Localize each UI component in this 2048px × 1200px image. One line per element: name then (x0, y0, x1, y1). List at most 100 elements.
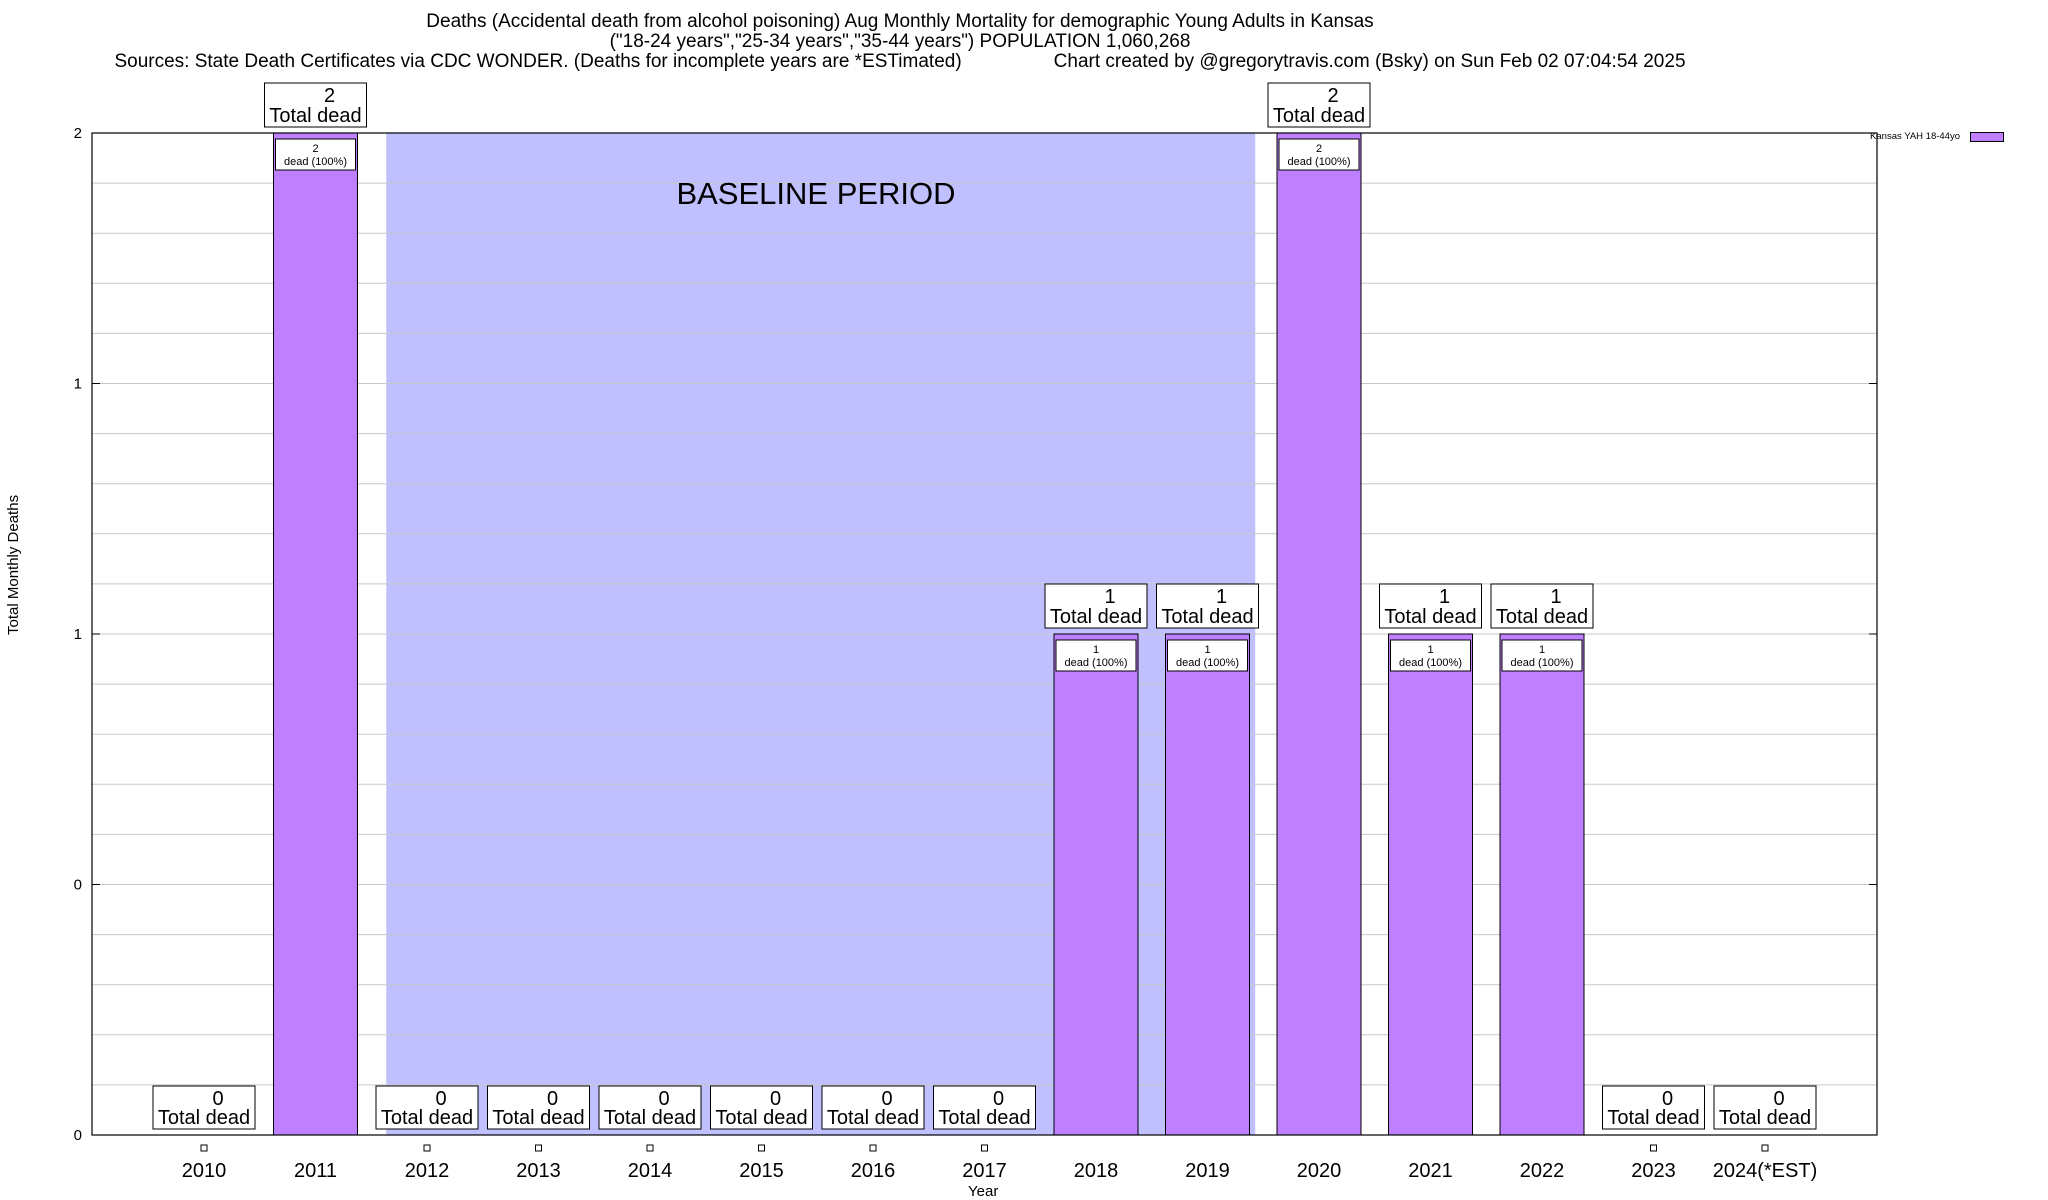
bar (273, 132, 358, 1136)
x-tick-label: 2019 (1185, 1160, 1230, 1182)
total-label-box (264, 82, 367, 128)
y-axis-label: Total Monthly Deaths (5, 494, 22, 635)
inner-label-box (275, 138, 356, 171)
total-label-box (1379, 583, 1482, 629)
total-label-value: 0 (435, 1088, 446, 1110)
chart-title-block: Deaths (Accidental death from alcohol po… (0, 12, 1800, 72)
total-label-box (1156, 583, 1259, 629)
bar (1053, 633, 1139, 1136)
total-label-text: Total dead (269, 105, 361, 127)
total-label-value: 1 (1216, 586, 1227, 608)
total-label-text: Total dead (1496, 606, 1588, 628)
inner-label-text: dead (100%) (284, 156, 347, 168)
y-tick-label: 0 (74, 1127, 82, 1144)
y-tick-label: 2 (74, 125, 82, 142)
total-label-value: 0 (1773, 1088, 1784, 1110)
total-label-text: Total dead (1050, 606, 1142, 628)
total-label-value: 0 (547, 1088, 558, 1110)
inner-label-value: 1 (1093, 644, 1099, 656)
x-tick-label: 2016 (851, 1160, 896, 1182)
inner-label-box (1390, 639, 1471, 672)
total-label-text: Total dead (1719, 1107, 1811, 1129)
inner-label-text: dead (100%) (1399, 657, 1462, 669)
total-label-box (152, 1085, 256, 1130)
x-tick-label: 2020 (1297, 1160, 1342, 1182)
inner-label-text: dead (100%) (1176, 657, 1239, 669)
x-tick-label: 2014 (628, 1160, 673, 1182)
total-label-text: Total dead (381, 1107, 473, 1129)
x-tick-label: 2017 (962, 1160, 1007, 1182)
total-label-box (933, 1085, 1036, 1130)
x-tick-label: 2022 (1520, 1160, 1565, 1182)
total-label-box (710, 1085, 813, 1130)
total-label-text: Total dead (715, 1107, 807, 1129)
total-label-value: 1 (1550, 586, 1561, 608)
total-label-value: 0 (658, 1088, 669, 1110)
zero-marker (535, 1144, 542, 1152)
zero-marker (646, 1144, 654, 1152)
inner-label-value: 1 (1204, 644, 1210, 656)
total-label-text: Total dead (938, 1107, 1030, 1129)
inner-label-text: dead (100%) (1511, 657, 1574, 669)
bar (1165, 633, 1250, 1136)
total-label-value: 0 (1662, 1088, 1673, 1110)
inner-label-box (1278, 138, 1360, 171)
total-label-value: 2 (1327, 85, 1338, 107)
total-label-box (1602, 1085, 1705, 1130)
total-label-value: 1 (1439, 586, 1450, 608)
inner-label-text: dead (100%) (1288, 156, 1351, 168)
legend: Kansas YAH 18-44yo (1870, 131, 2004, 142)
zero-marker (869, 1144, 877, 1152)
y-tick-label: 1 (74, 626, 82, 643)
x-tick-label: 2015 (739, 1160, 784, 1182)
total-label-text: Total dead (1384, 606, 1476, 628)
total-label-box (1044, 583, 1148, 629)
total-label-box (375, 1085, 479, 1130)
x-tick-label: 2021 (1408, 1160, 1453, 1182)
y-tick-label: 1 (74, 376, 82, 393)
x-tick-label: 2012 (405, 1160, 450, 1182)
chart-source: Sources: State Death Certificates via CD… (114, 51, 962, 72)
plot-frame (91, 132, 1878, 1136)
total-label-text: Total dead (827, 1107, 919, 1129)
x-axis-label: Year (968, 1183, 999, 1200)
total-label-box (1267, 82, 1371, 128)
total-label-box (1713, 1085, 1817, 1130)
inner-label-value: 2 (1316, 143, 1322, 155)
inner-label-text: dead (100%) (1065, 657, 1128, 669)
total-label-text: Total dead (1161, 606, 1253, 628)
inner-label-value: 2 (312, 143, 318, 155)
chart-subtitle: ("18-24 years","25-34 years","35-44 year… (609, 31, 1191, 52)
zero-marker (1650, 1144, 1657, 1152)
y-tick-label: 0 (74, 877, 82, 894)
bar (1388, 633, 1473, 1136)
total-label-value: 0 (993, 1088, 1004, 1110)
x-tick-label: 2011 (294, 1160, 337, 1182)
inner-label-box (1167, 639, 1248, 672)
chart-title: Deaths (Accidental death from alcohol po… (426, 11, 1374, 32)
total-label-text: Total dead (492, 1107, 584, 1129)
total-label-text: Total dead (1607, 1107, 1699, 1129)
chart-credit: Chart created by @gregorytravis.com (Bsk… (1053, 51, 1686, 72)
inner-label-value: 1 (1539, 644, 1545, 656)
zero-marker (758, 1144, 765, 1152)
bar (1276, 132, 1362, 1136)
inner-label-box (1055, 639, 1137, 672)
total-label-value: 0 (212, 1088, 223, 1110)
zero-marker (423, 1144, 431, 1152)
x-tick-label: 2023 (1631, 1160, 1676, 1182)
total-label-box (487, 1085, 590, 1130)
total-label-box (598, 1085, 702, 1130)
total-label-value: 0 (881, 1088, 892, 1110)
total-label-value: 2 (324, 85, 335, 107)
legend-swatch (1970, 131, 2004, 142)
x-tick-label: 2024(*EST) (1713, 1160, 1818, 1182)
total-label-text: Total dead (1273, 105, 1365, 127)
inner-label-box (1501, 639, 1583, 672)
total-label-value: 1 (1104, 586, 1115, 608)
baseline-label: BASELINE PERIOD (676, 176, 955, 211)
x-tick-label: 2013 (516, 1160, 561, 1182)
total-label-box (1490, 583, 1594, 629)
inner-label-value: 1 (1427, 644, 1433, 656)
